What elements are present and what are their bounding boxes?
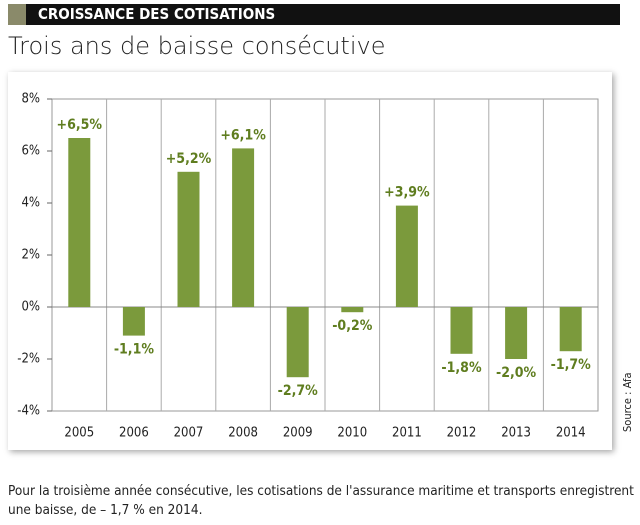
kicker: CROISSANCE DES COTISATIONS [8,4,620,25]
value-label: -2,0% [496,365,537,381]
x-tick-label: 2006 [119,426,149,441]
chart-frame [8,72,612,450]
source: Source : Afa [621,372,634,432]
x-tick-label: 2010 [337,426,367,441]
bar [505,307,528,359]
y-tick-label: 8% [21,92,40,107]
bar [395,205,418,307]
x-tick-label: 2005 [64,426,94,441]
y-tick-label: 2% [21,248,40,263]
bar [177,171,200,307]
x-tick-label: 2008 [228,426,258,441]
x-tick-label: 2011 [392,426,422,441]
x-tick-label: 2007 [174,426,204,441]
value-label: -1,8% [441,360,482,376]
x-tick-label: 2014 [556,426,586,441]
y-tick-label: 0% [21,300,40,315]
bar [122,307,145,336]
x-tick-label: 2009 [283,426,313,441]
x-tick-label: 2012 [447,426,477,441]
y-tick-label: 6% [21,144,40,159]
value-label: +6,1% [220,127,266,143]
bar [559,307,582,352]
bar [450,307,473,354]
y-tick-label: 4% [21,196,40,211]
value-label: -1,1% [114,342,155,358]
bar [341,307,364,313]
value-label: +6,5% [57,117,103,133]
value-label: +3,9% [384,185,430,201]
value-label: -2,7% [278,383,319,399]
y-tick-label: -4% [17,404,40,419]
y-tick-label: -2% [17,352,40,367]
bar [286,307,309,378]
value-label: -1,7% [551,357,592,373]
bar [68,138,91,307]
caption: Pour la troisième année consécutive, les… [8,483,634,518]
bar [232,148,255,307]
chart: Source : Afa -4% -2% 0% 2% 4% 6% 8% 2005 +6,5% 20… [17,92,634,441]
value-label: -0,2% [332,318,373,334]
title: Trois ans de baisse consécutive [8,32,386,60]
value-label: +5,2% [166,151,212,167]
x-tick-label: 2013 [501,426,531,441]
